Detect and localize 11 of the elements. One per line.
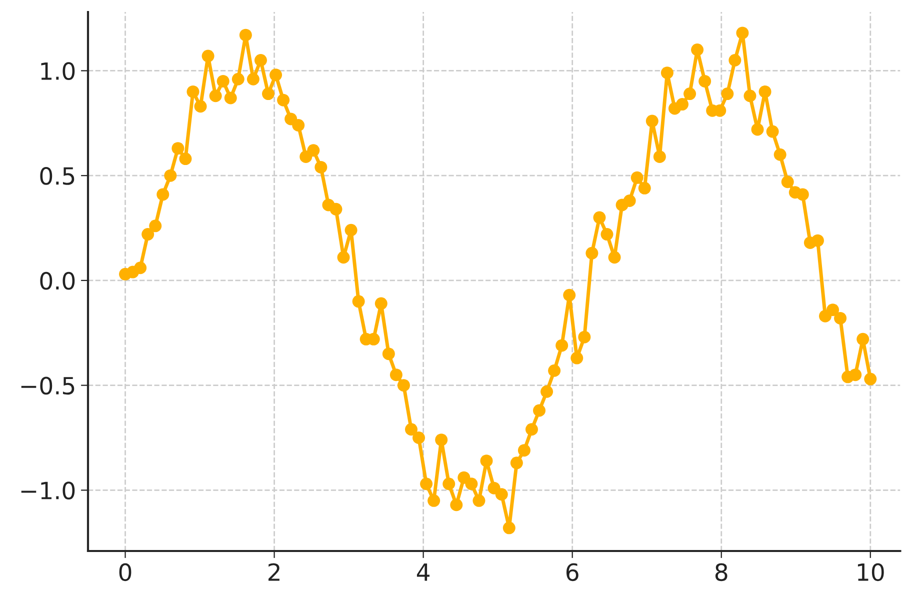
x-tick-label: 2 (268, 563, 280, 581)
x-tick-label: 8 (715, 563, 728, 582)
x-tick-label: 10 (858, 563, 884, 582)
x-tick-label: 6 (566, 563, 578, 582)
y-tick-label: 0.0 (40, 272, 75, 290)
x-tick-label: 0 (119, 563, 132, 582)
y-tick-label: −1.0 (21, 482, 75, 500)
y-tick-label: 0.5 (40, 167, 74, 185)
x-tick-label: 4 (416, 564, 430, 581)
y-tick-label: −0.5 (21, 376, 74, 395)
y-tick-label: 1.0 (41, 62, 75, 80)
